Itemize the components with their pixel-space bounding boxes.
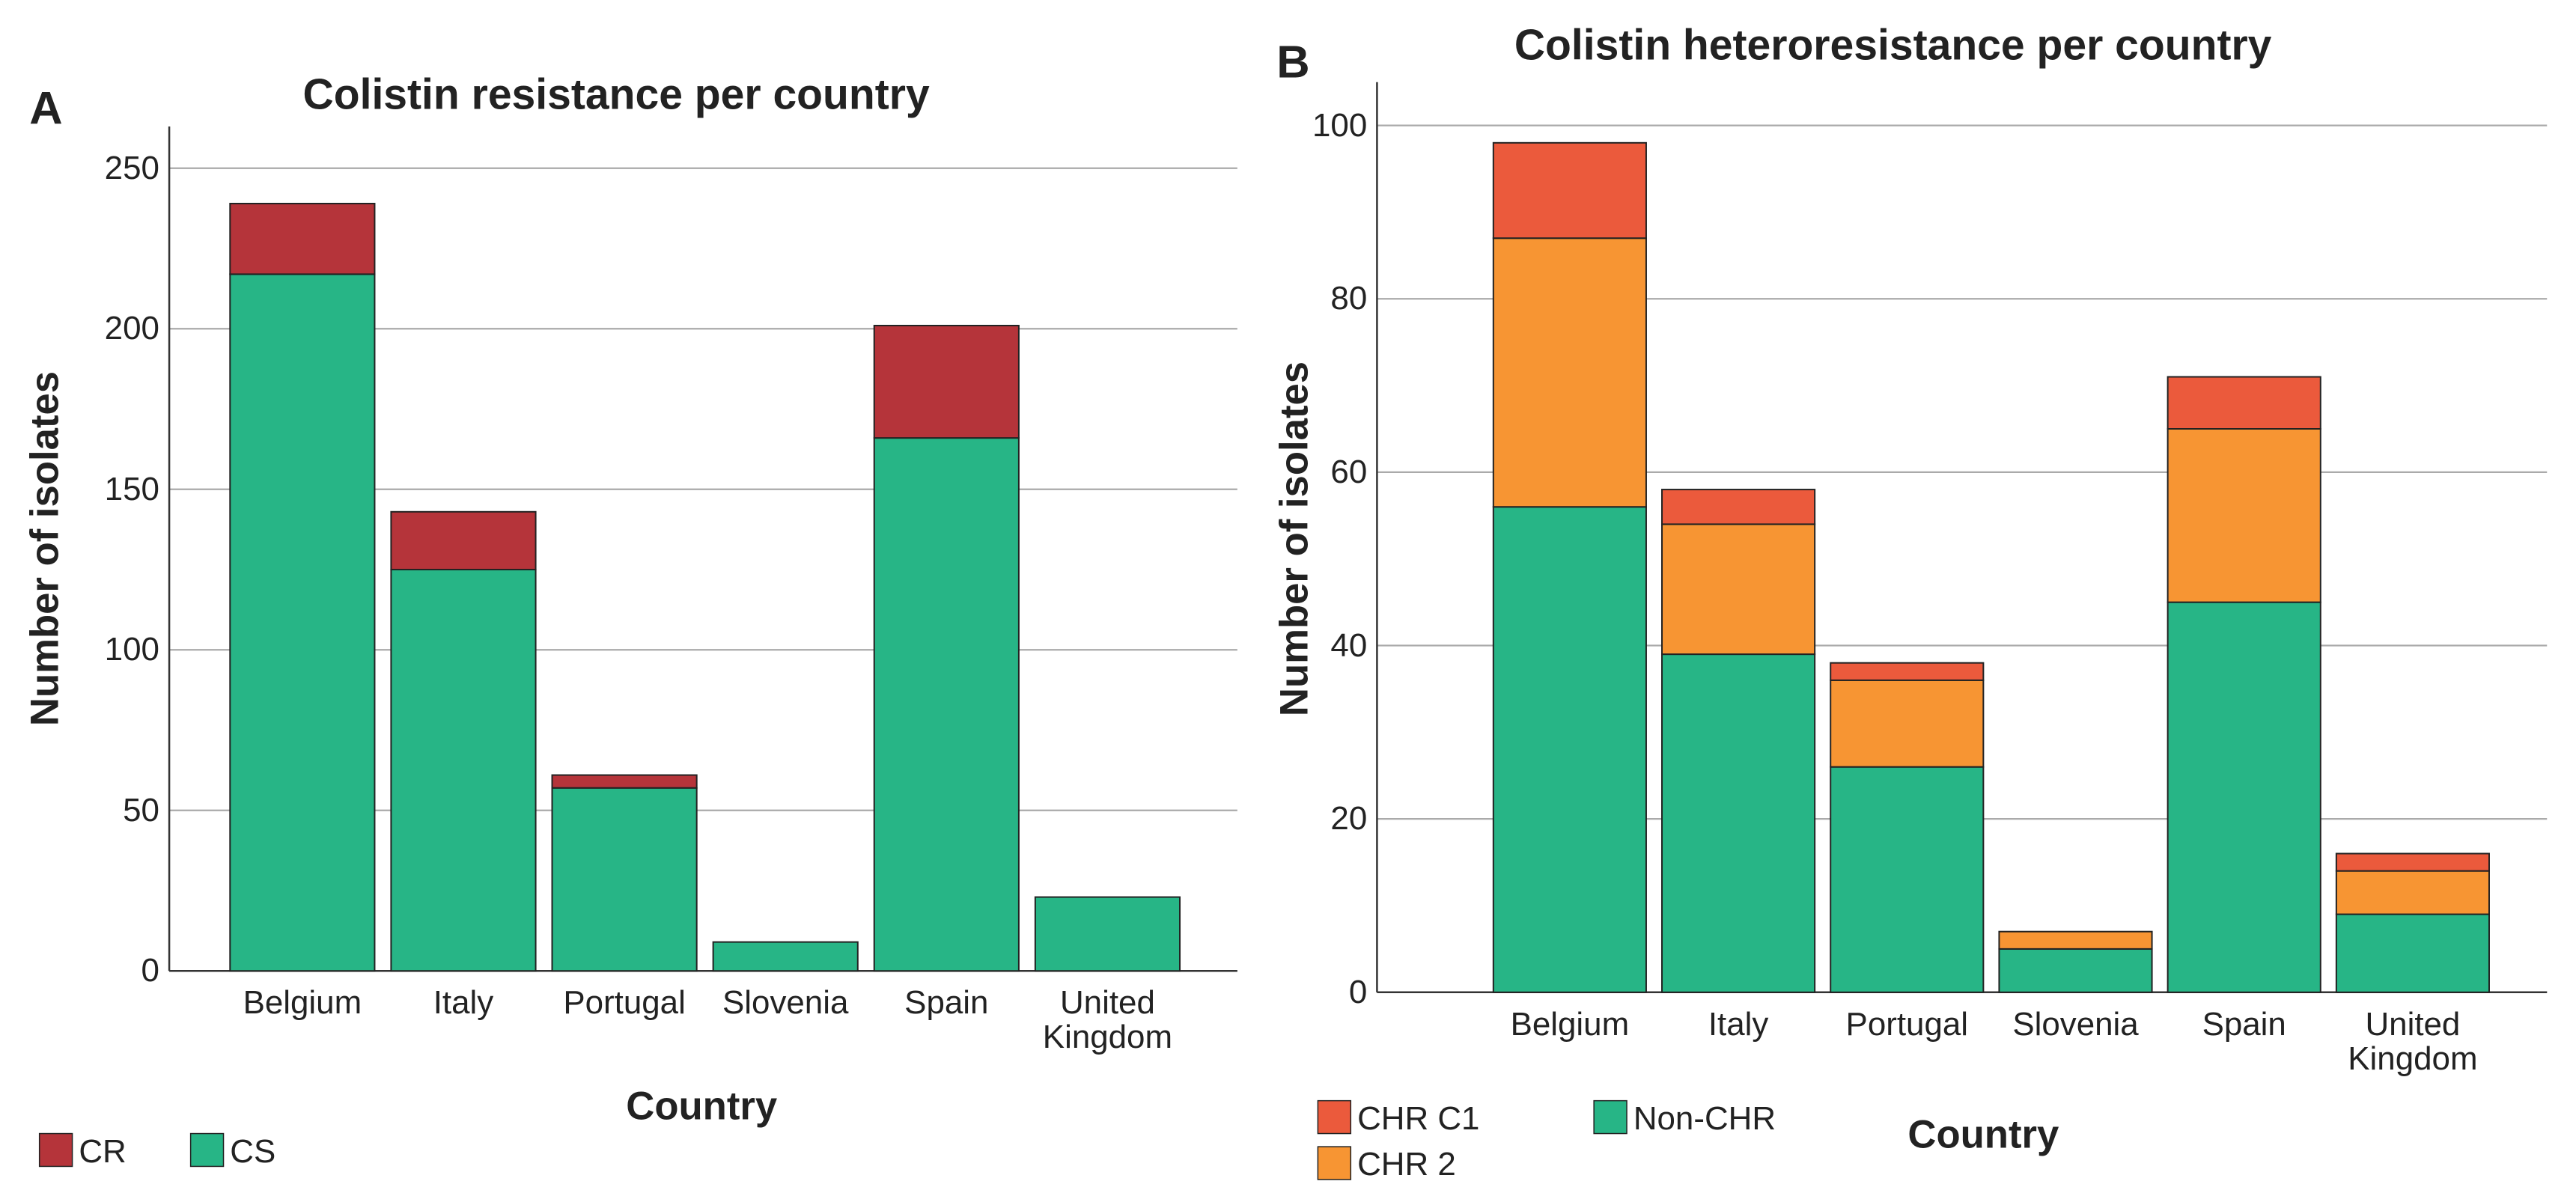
x-tick-label: Belgium — [1510, 1005, 1630, 1043]
y-tick-label: 150 — [104, 470, 159, 507]
x-axis-label: Country — [626, 1084, 778, 1129]
x-tick-label: Slovenia — [722, 984, 849, 1021]
y-tick-label: 80 — [1330, 280, 1368, 317]
legend-swatch — [1593, 1099, 1627, 1135]
x-axis-label: Country — [1907, 1112, 2059, 1157]
bar-segment — [1034, 896, 1181, 972]
y-axis-label: Number of isolates — [23, 371, 68, 727]
bar-segment — [873, 437, 1020, 972]
bar-segment — [551, 787, 698, 972]
bar-segment — [229, 273, 376, 972]
x-tick-label: United Kingdom — [2348, 1005, 2478, 1077]
x-tick-label: Spain — [904, 984, 989, 1021]
y-axis-label: Number of isolates — [1272, 361, 1317, 717]
x-tick-label: Spain — [2202, 1005, 2286, 1043]
bar-segment — [1492, 141, 1647, 240]
x-tick-label: Portugal — [1845, 1005, 1969, 1043]
bar-segment — [2335, 852, 2490, 872]
bar-segment — [873, 324, 1020, 439]
bar-segment — [2167, 601, 2321, 993]
legend-label: CHR 2 — [1357, 1146, 1456, 1183]
legend-label: CHR C1 — [1357, 1099, 1480, 1137]
y-tick-label: 50 — [123, 791, 159, 829]
y-tick-label: 250 — [104, 149, 159, 186]
y-tick-label: 0 — [141, 952, 159, 989]
x-tick-label: Slovenia — [2012, 1005, 2139, 1043]
y-tick-label: 100 — [1312, 106, 1368, 144]
x-tick-label: Portugal — [563, 984, 686, 1021]
panel-label: A — [29, 82, 63, 135]
bar-segment — [390, 510, 537, 571]
bar-segment — [1661, 523, 1816, 656]
bar-segment — [1661, 489, 1816, 525]
bar-segment — [1998, 948, 2153, 993]
y-tick-label: 200 — [104, 310, 159, 347]
legend-label: CR — [79, 1132, 127, 1170]
y-tick-label: 40 — [1330, 626, 1368, 664]
bar-segment — [1492, 506, 1647, 993]
bar-segment — [1830, 679, 1985, 768]
panel-label: B — [1276, 36, 1310, 88]
x-tick-label: Belgium — [243, 984, 362, 1021]
bar-segment — [1492, 237, 1647, 508]
chart-title: Colistin heteroresistance per country — [1514, 21, 2272, 70]
bar-segment — [1998, 930, 2153, 950]
legend-swatch — [1317, 1146, 1352, 1180]
bar-segment — [712, 941, 859, 972]
y-tick-label: 60 — [1330, 453, 1368, 490]
y-tick-label: 100 — [104, 631, 159, 668]
legend-label: CS — [230, 1132, 276, 1170]
bar-segment — [1661, 653, 1816, 993]
chart-title: Colistin resistance per country — [302, 70, 930, 119]
y-tick-label: 0 — [1348, 973, 1368, 1010]
bar-segment — [2335, 913, 2490, 993]
x-tick-label: Italy — [1708, 1005, 1769, 1043]
bar-segment — [1830, 662, 1985, 681]
legend-swatch — [38, 1132, 73, 1168]
legend-swatch — [189, 1132, 225, 1168]
bar-segment — [2167, 427, 2321, 603]
bar-segment — [229, 202, 376, 275]
legend-label: Non-CHR — [1633, 1099, 1776, 1137]
y-tick-label: 20 — [1330, 800, 1368, 838]
bar-segment — [2167, 376, 2321, 430]
bar-segment — [551, 774, 698, 789]
bar-segment — [390, 569, 537, 972]
x-tick-label: Italy — [433, 984, 494, 1021]
bar-segment — [1830, 766, 1985, 993]
bar-segment — [2335, 870, 2490, 915]
legend-swatch — [1317, 1099, 1352, 1135]
x-tick-label: United Kingdom — [1042, 984, 1173, 1056]
